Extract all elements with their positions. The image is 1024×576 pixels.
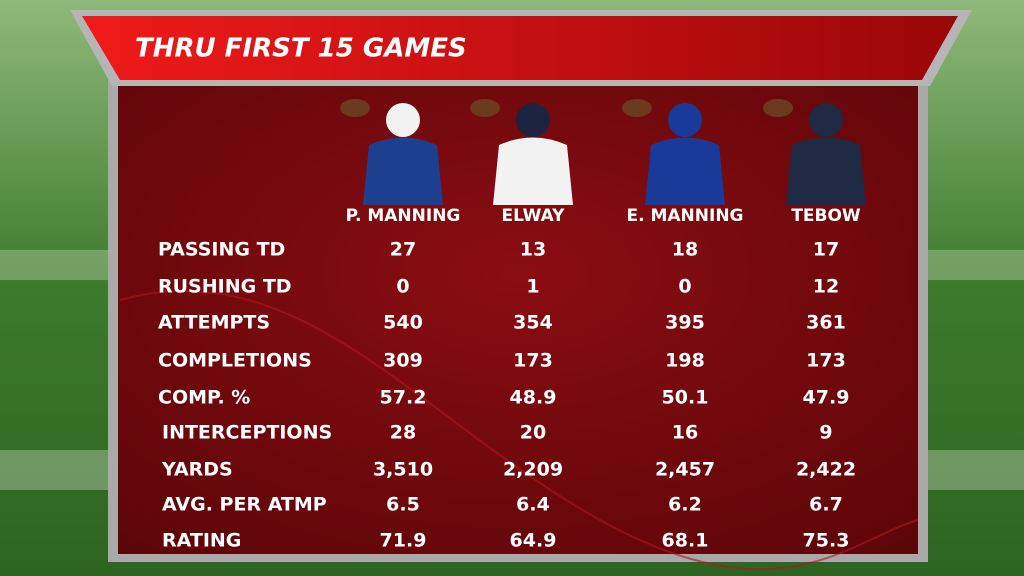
stat-value: 173 <box>806 350 846 372</box>
stat-value: 20 <box>520 422 546 444</box>
player-name: ELWAY <box>502 206 566 226</box>
player-name: P. MANNING <box>346 206 461 226</box>
stat-value: 6.7 <box>809 494 843 516</box>
player-helmet <box>386 103 420 137</box>
player-body <box>493 137 573 205</box>
row-label: RATING <box>162 530 241 552</box>
football <box>763 99 793 117</box>
row-label: RUSHING TD <box>158 276 292 298</box>
decor-swoosh <box>119 290 919 571</box>
player-helmet <box>668 103 702 137</box>
player-helmet <box>516 103 550 137</box>
football <box>470 99 500 117</box>
row-label: INTERCEPTIONS <box>162 422 332 444</box>
row-label: YARDS <box>161 459 233 481</box>
stat-value: 309 <box>383 350 423 372</box>
stat-value: 48.9 <box>510 387 557 409</box>
stat-value: 71.9 <box>380 530 427 552</box>
stat-value: 9 <box>819 422 832 444</box>
row-label: COMP. % <box>158 387 250 409</box>
stat-value: 2,209 <box>503 459 563 481</box>
player-body <box>363 137 443 205</box>
stat-value: 540 <box>383 312 423 334</box>
player-name: TEBOW <box>791 206 861 226</box>
player-helmet <box>809 103 843 137</box>
row-label: AVG. PER ATMP <box>162 494 327 516</box>
stat-value: 16 <box>672 422 698 444</box>
stat-value: 64.9 <box>510 530 557 552</box>
stat-value: 2,457 <box>655 459 715 481</box>
stat-value: 0 <box>678 276 691 298</box>
stat-value: 75.3 <box>803 530 850 552</box>
stat-value: 47.9 <box>803 387 850 409</box>
stat-value: 68.1 <box>662 530 709 552</box>
stat-value: 13 <box>520 239 546 261</box>
player-photos <box>340 99 866 205</box>
stat-value: 0 <box>396 276 409 298</box>
stat-value: 1 <box>526 276 539 298</box>
stat-value: 57.2 <box>380 387 427 409</box>
stat-value: 18 <box>672 239 698 261</box>
player-body <box>645 137 725 205</box>
banner <box>82 16 958 80</box>
stat-value: 27 <box>390 239 416 261</box>
stat-value: 2,422 <box>796 459 856 481</box>
stat-value: 6.2 <box>668 494 702 516</box>
stats-table: P. MANNING ELWAY E. MANNING TEBOW PASSING TD… <box>158 206 861 552</box>
stat-value: 361 <box>806 312 846 334</box>
row-label: PASSING TD <box>158 239 285 261</box>
football <box>340 99 370 117</box>
stat-value: 12 <box>813 276 839 298</box>
football <box>622 99 652 117</box>
stat-value: 6.4 <box>516 494 550 516</box>
stat-value: 50.1 <box>662 387 709 409</box>
stat-value: 17 <box>813 239 839 261</box>
title: THRU FIRST 15 GAMES <box>135 34 467 64</box>
stat-value: 3,510 <box>373 459 433 481</box>
player-body <box>786 137 866 205</box>
stat-value: 198 <box>665 350 705 372</box>
stat-value: 395 <box>665 312 705 334</box>
player-name: E. MANNING <box>626 206 743 226</box>
stat-value: 28 <box>390 422 416 444</box>
stat-value: 173 <box>513 350 553 372</box>
row-label: COMPLETIONS <box>158 350 312 372</box>
row-label: ATTEMPTS <box>158 312 270 334</box>
stat-value: 6.5 <box>386 494 420 516</box>
stat-value: 354 <box>513 312 553 334</box>
